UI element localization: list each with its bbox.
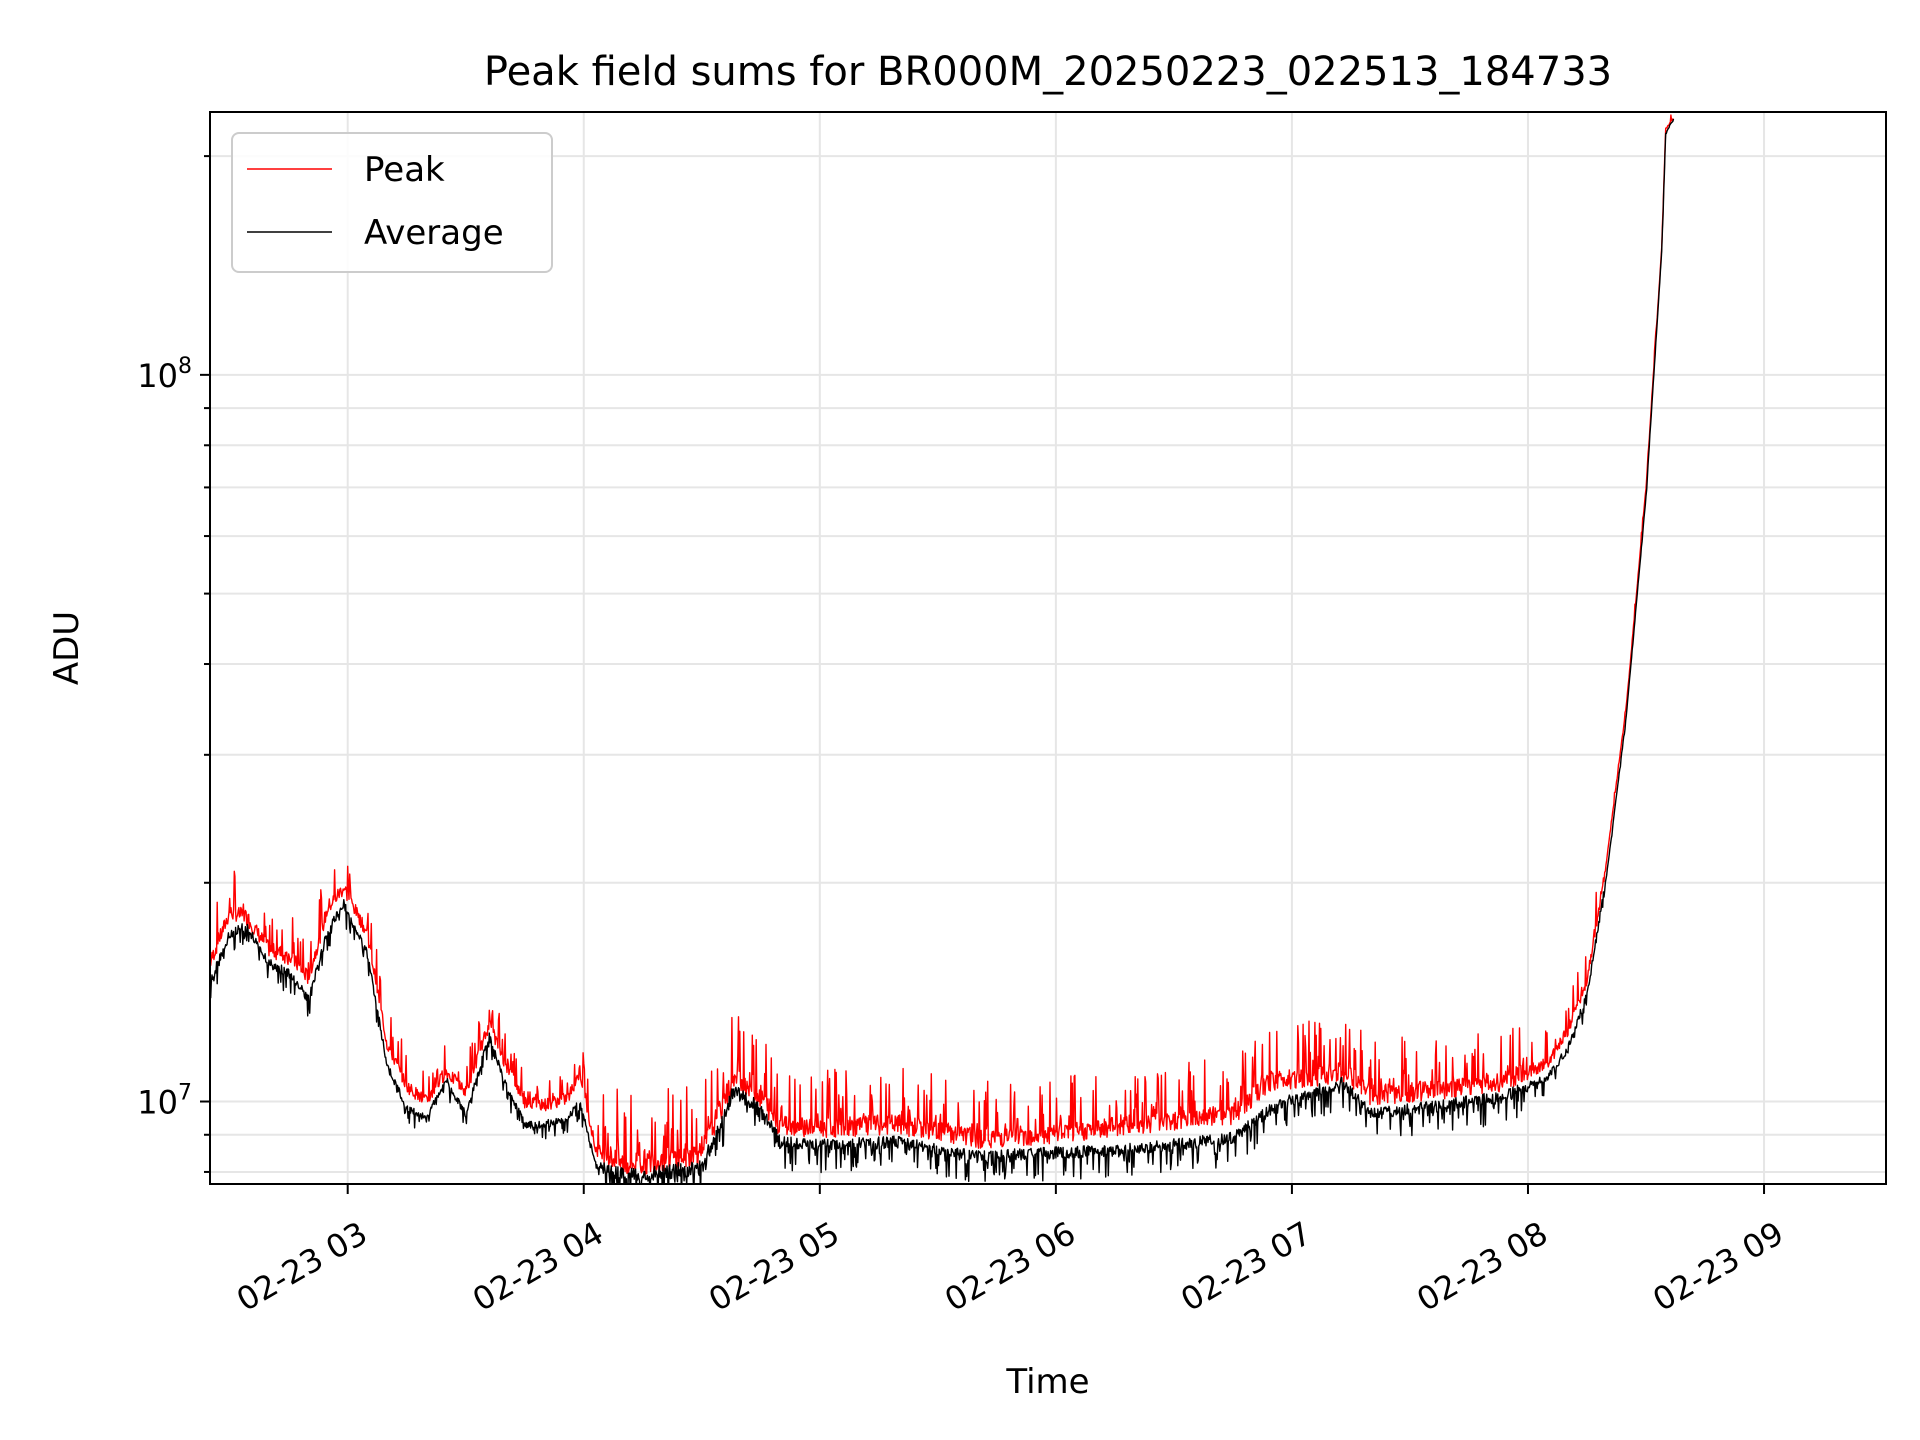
y-tick-label: 108 xyxy=(137,354,192,395)
y-axis-label: ADU xyxy=(47,611,87,685)
legend-box xyxy=(231,132,553,273)
grid xyxy=(210,112,1886,1184)
axes-frame xyxy=(209,111,1887,1185)
series-line-average xyxy=(210,118,1675,1184)
legend-peak-label: Peak xyxy=(364,150,445,190)
y-tick-label: 107 xyxy=(137,1081,192,1122)
legend: Peak Average xyxy=(231,132,553,273)
plot-lines xyxy=(210,114,1675,1184)
chart-title: Peak field sums for BR000M_20250223_0225… xyxy=(484,49,1612,95)
legend-average-label: Average xyxy=(364,213,504,253)
series-line-peak xyxy=(210,114,1674,1175)
ticks xyxy=(200,155,1766,1194)
x-axis-label: Time xyxy=(1005,1362,1089,1402)
